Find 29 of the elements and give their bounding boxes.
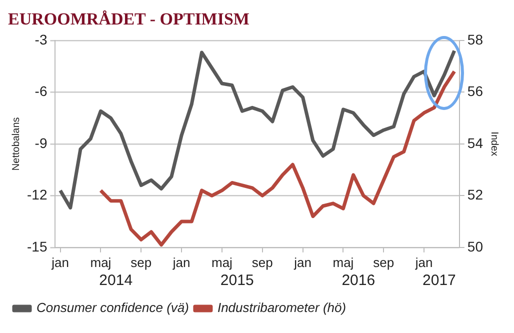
legend-label: Consumer confidence (vä) (36, 300, 189, 316)
y-tick-label: -12 (27, 186, 48, 203)
x-tick-label: jan (414, 254, 433, 270)
y-tick-label: -9 (34, 134, 48, 151)
y-tick-label: -6 (34, 83, 48, 100)
chart-title: EUROOMRÅDET - OPTIMISM (8, 10, 250, 29)
x-tick-label: jan (50, 254, 69, 270)
y2-axis-title: Index (488, 132, 500, 156)
y-tick-label: -15 (27, 238, 48, 254)
x-tick-label: jan (172, 254, 190, 270)
x-tick-label: maj (332, 254, 354, 270)
x-tick-label: jan (293, 254, 312, 270)
text: 2016 (342, 272, 376, 290)
y2-tick-label: 56 (467, 83, 484, 100)
x-tick-label: sep (130, 254, 152, 270)
legend-label: Industribarometer (hö) (217, 300, 346, 316)
x-tick-label: sep (252, 254, 273, 270)
y-axis-title: Nettobalans (10, 117, 22, 171)
x-tick-label: maj (211, 254, 233, 270)
y2-tick-label: 54 (467, 134, 484, 151)
y2-tick-label: 52 (467, 186, 484, 203)
y2-tick-label: 50 (467, 238, 484, 254)
y-tick-label: -3 (34, 31, 48, 48)
x-tick-label: sep (373, 254, 394, 270)
text: 2017 (422, 272, 456, 290)
text: 2015 (220, 272, 254, 290)
text: 2014 (99, 272, 133, 290)
x-tick-label: maj (90, 254, 112, 270)
y2-tick-label: 58 (467, 31, 484, 48)
